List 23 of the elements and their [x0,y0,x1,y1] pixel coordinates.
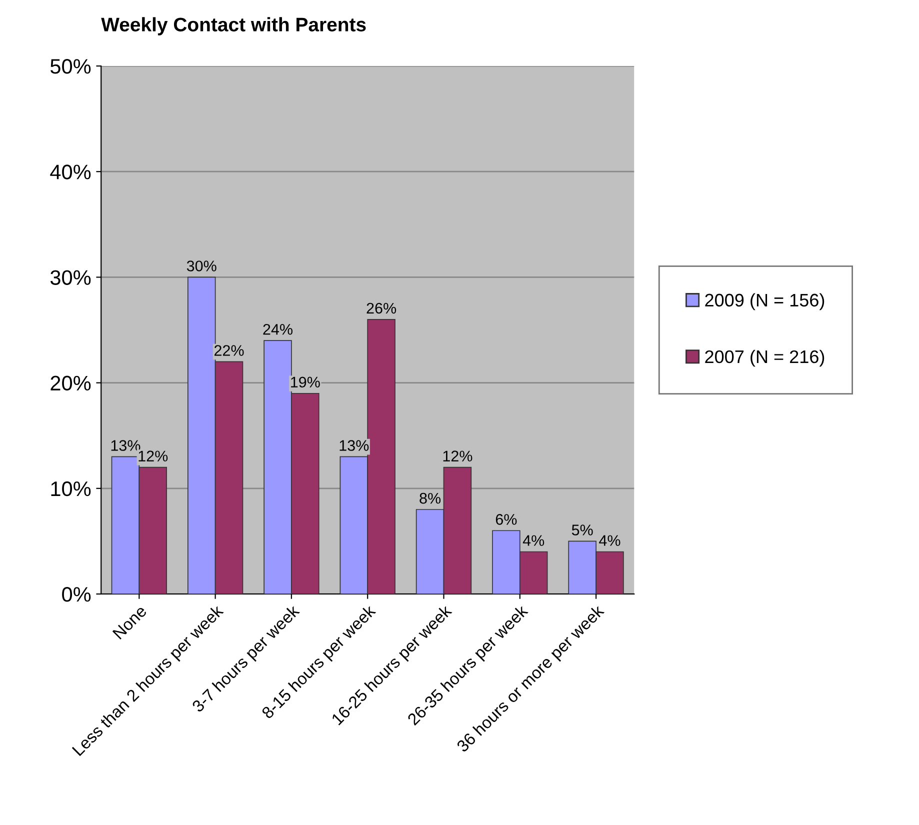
data-label: 12% [138,450,168,462]
data-label: 30% [186,260,216,272]
legend-label: 2007 (N = 216) [705,350,824,367]
legend-label: 2009 (N = 156) [705,293,824,310]
data-label: 24% [263,324,292,335]
data-label: 5% [572,524,593,536]
chart-title: Weekly Contact with Parents [101,17,366,36]
data-label: 4% [599,535,620,546]
y-tick-label: 0% [62,587,91,602]
data-label: 19% [291,376,320,388]
data-label: 4% [522,535,544,546]
data-label: 22% [214,345,244,356]
data-label: 12% [443,450,472,462]
data-label: 13% [111,440,140,451]
data-label: 13% [340,440,369,451]
y-tick-label: 10% [51,481,91,496]
data-label: 6% [496,514,517,525]
y-tick-label: 40% [50,164,91,180]
y-tick-label: 20% [50,376,91,391]
data-label: 8% [420,492,441,504]
y-tick-label: 30% [50,270,91,285]
y-tick-label: 50% [50,59,91,74]
data-label: 26% [366,302,396,314]
